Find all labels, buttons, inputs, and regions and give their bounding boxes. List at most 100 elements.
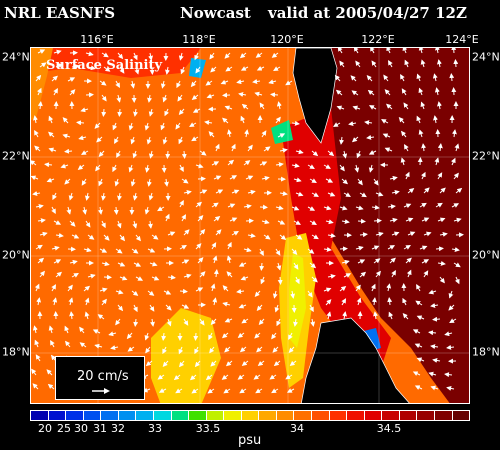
current-vector (276, 262, 282, 271)
current-vector (356, 297, 362, 306)
colorbar-label-25: 25 (57, 422, 71, 435)
current-vector (285, 374, 293, 380)
current-vector (404, 144, 409, 152)
current-vector (115, 80, 120, 88)
current-vector (272, 290, 278, 299)
current-vector (81, 150, 89, 155)
current-vector (115, 318, 121, 326)
colorbar-swatch-24 (452, 411, 470, 420)
current-vector (293, 177, 302, 183)
current-vector (386, 48, 391, 54)
current-vector (311, 192, 319, 197)
current-vector (400, 157, 406, 166)
current-vector (341, 259, 350, 265)
current-vector (325, 219, 334, 225)
current-vector (51, 245, 60, 251)
current-vector (195, 243, 202, 250)
current-vector (47, 383, 55, 390)
current-vector (307, 248, 315, 254)
current-vector (101, 261, 110, 267)
current-vector (199, 271, 206, 278)
current-vector (291, 248, 298, 255)
kuroshio-high-salinity (321, 48, 469, 403)
current-vector (371, 245, 380, 251)
current-vector (418, 87, 424, 96)
colorbar-swatch-21 (399, 411, 418, 420)
current-vector (222, 117, 229, 124)
lat-tick-right-18: 18°N (472, 345, 500, 359)
current-vector (325, 178, 334, 183)
current-vector (406, 269, 412, 278)
current-vector (189, 122, 197, 127)
current-vector (55, 63, 64, 69)
current-vector (51, 75, 58, 82)
current-vector (401, 88, 407, 96)
lat-tick-left-18: 18°N (2, 345, 30, 359)
current-vector (430, 344, 439, 350)
current-vector (289, 360, 297, 366)
current-vector (279, 191, 288, 196)
current-vector (436, 59, 442, 68)
current-vector (133, 262, 142, 267)
current-vector (453, 217, 462, 223)
current-vector (190, 80, 197, 88)
current-vector (238, 303, 247, 309)
current-vector (227, 241, 232, 250)
colorbar-label-33: 33 (148, 422, 162, 435)
current-vector (132, 220, 138, 229)
current-vector (31, 368, 37, 376)
current-vector (275, 162, 284, 168)
current-vector (132, 150, 138, 159)
current-vector (213, 175, 222, 181)
lat-tick-left-20: 20°N (2, 248, 30, 262)
current-vector (117, 52, 124, 60)
current-vector (412, 329, 421, 334)
current-vector (221, 374, 229, 380)
current-vector (227, 159, 235, 166)
current-vector (181, 304, 190, 309)
current-vector (204, 120, 213, 126)
current-vector (402, 48, 408, 54)
current-vector (205, 374, 213, 381)
current-vector (60, 163, 69, 169)
current-vector (402, 297, 407, 306)
current-vector (430, 303, 439, 308)
current-vector (195, 287, 204, 292)
current-vector (179, 245, 187, 250)
lon-tick-122: 122°E (361, 33, 395, 46)
current-vector (114, 178, 120, 187)
current-vector (71, 64, 80, 70)
current-vector (275, 205, 284, 211)
current-vector (116, 150, 121, 159)
current-vector (327, 150, 335, 157)
current-vector (291, 205, 300, 211)
current-vector (84, 311, 90, 320)
current-vector (131, 248, 139, 254)
current-vector (224, 52, 231, 59)
current-vector (178, 108, 185, 116)
current-vector (148, 192, 154, 201)
colorbar-swatch-15 (294, 411, 312, 420)
current-vector (420, 101, 426, 110)
current-vector (48, 147, 57, 153)
current-vector (403, 203, 412, 209)
current-vector (356, 150, 362, 159)
current-vector (39, 270, 45, 278)
current-vector (163, 178, 169, 187)
current-vector (403, 245, 411, 250)
current-vector (414, 385, 423, 390)
current-vector (44, 162, 53, 168)
current-vector (257, 360, 265, 367)
current-vector (336, 105, 345, 111)
current-vector (293, 220, 301, 225)
current-vector (310, 318, 316, 327)
current-vector (214, 143, 220, 152)
current-vector (400, 130, 407, 138)
current-vector (277, 133, 286, 138)
current-vector (273, 360, 281, 367)
current-vector (51, 206, 56, 215)
current-vector (387, 297, 393, 306)
current-vector (133, 318, 139, 327)
current-vector (238, 262, 247, 267)
current-vector (231, 230, 239, 236)
